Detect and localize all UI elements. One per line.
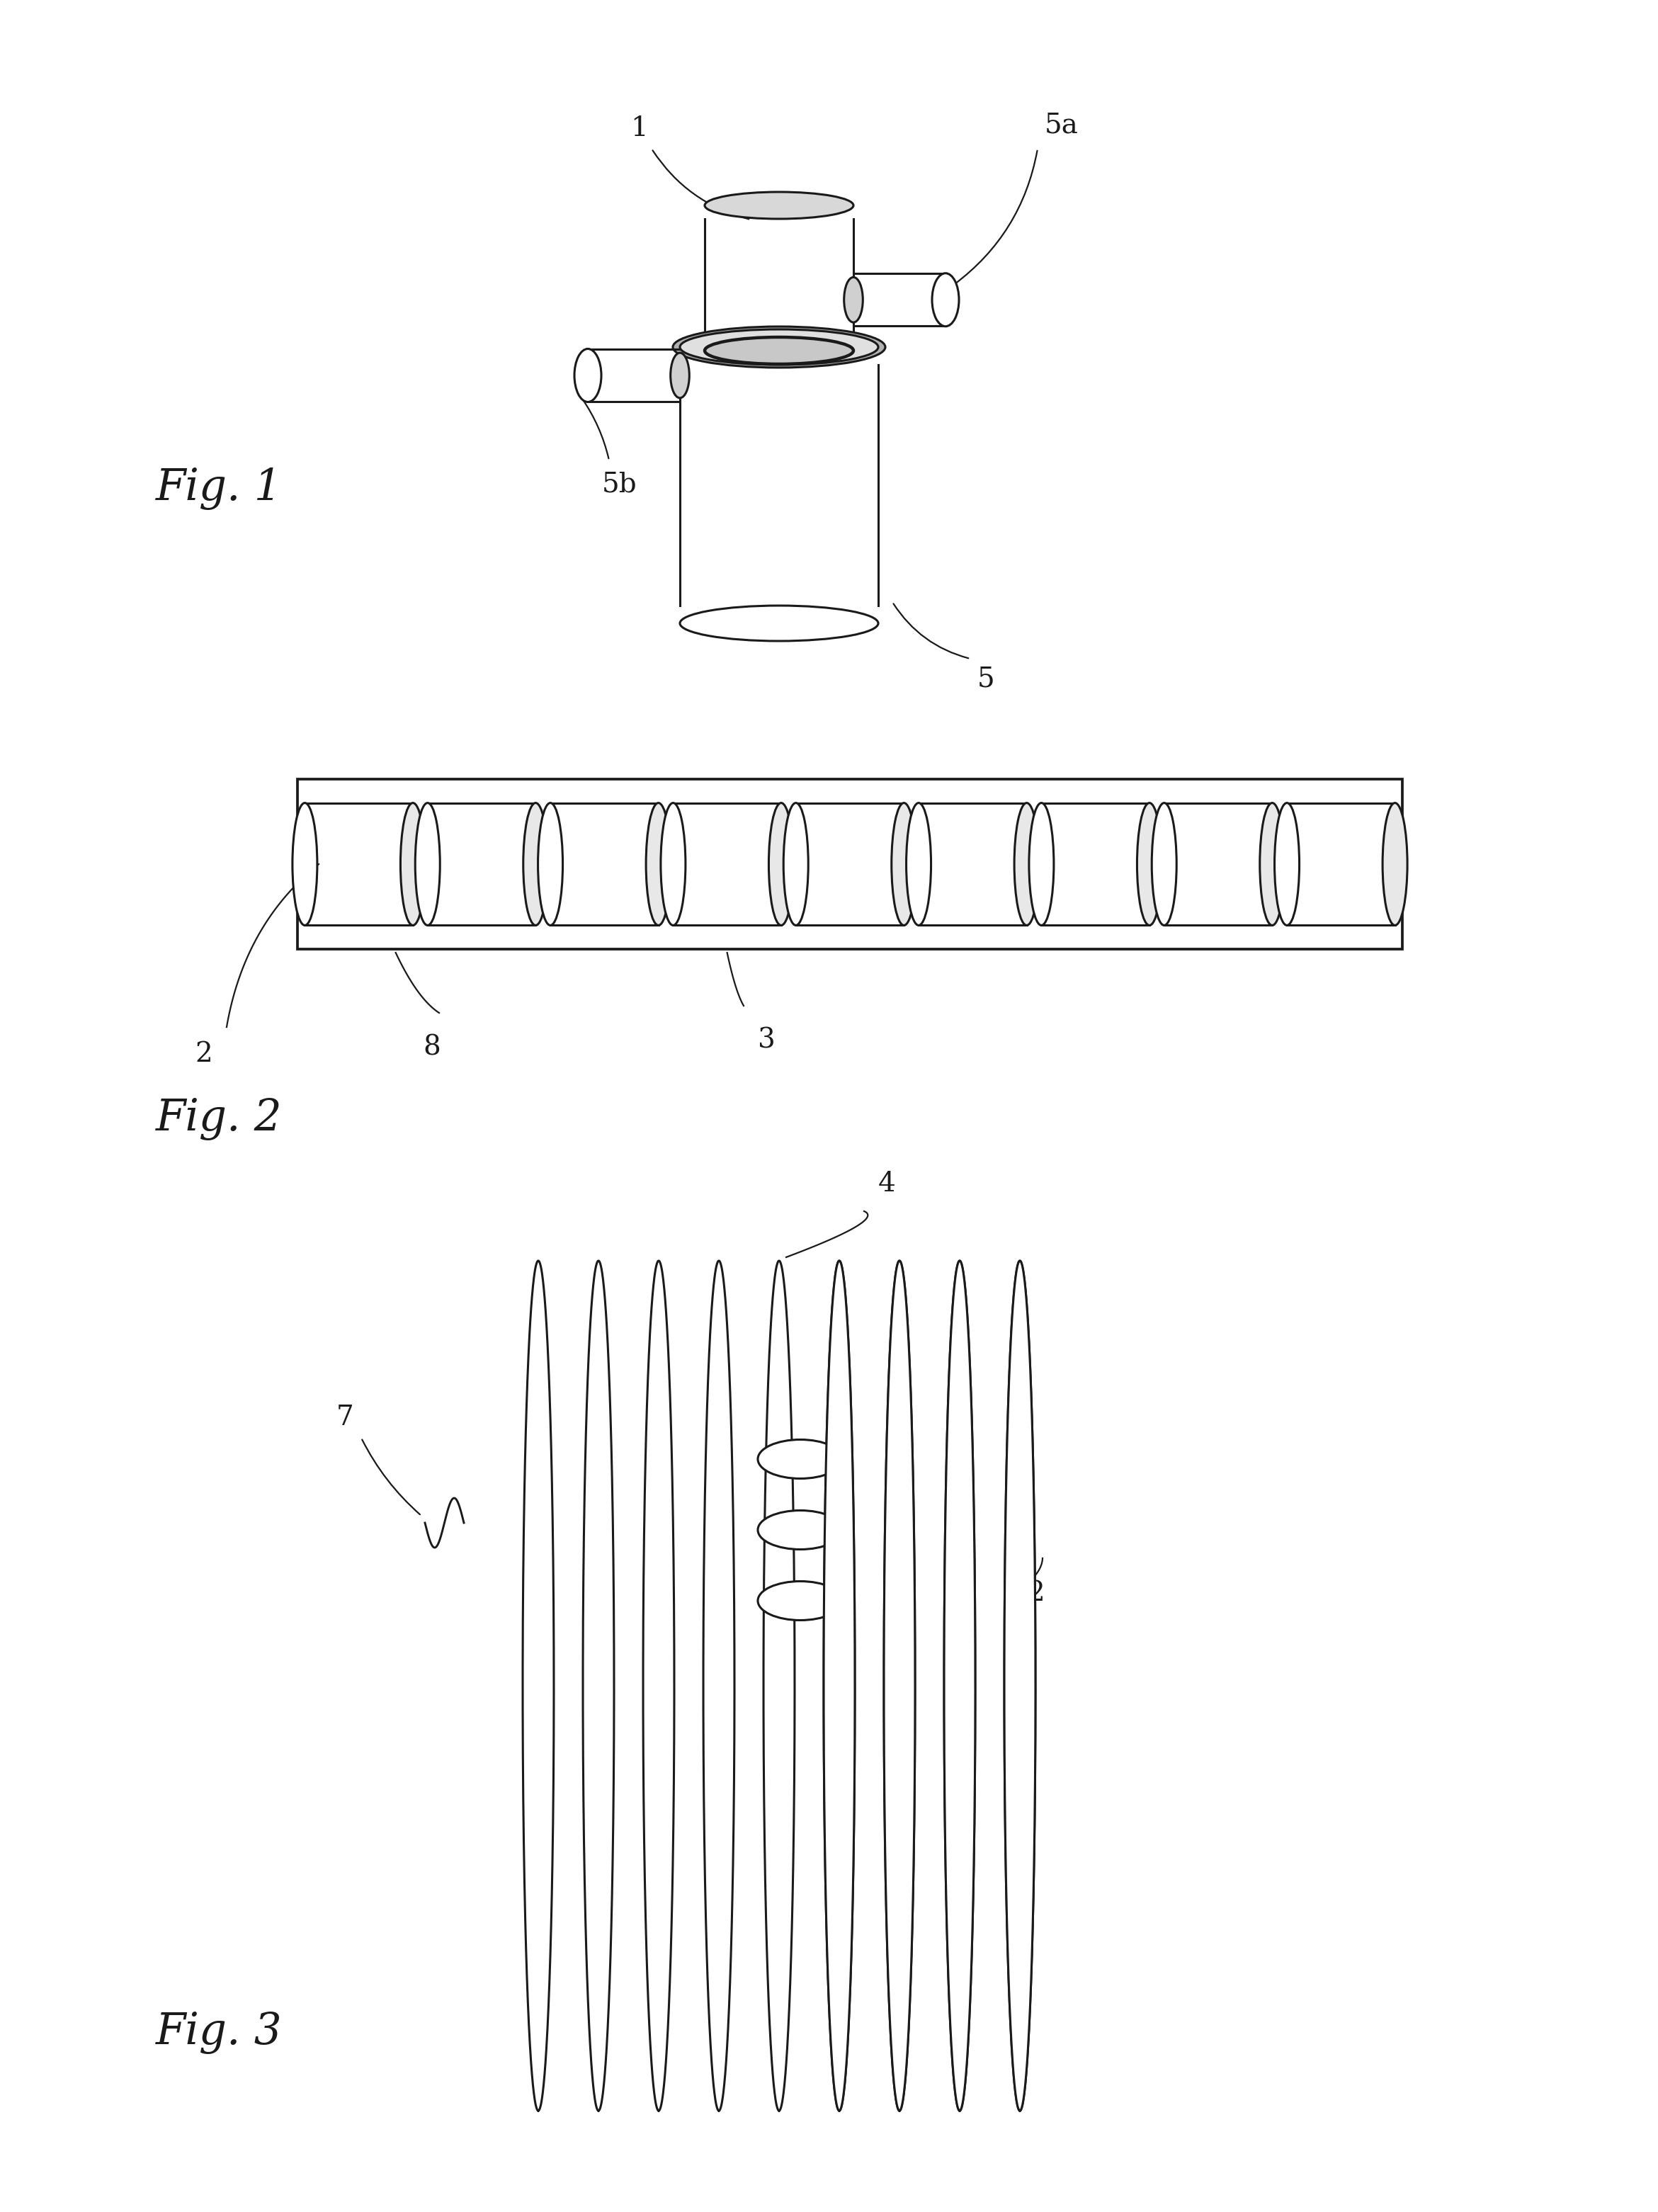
Ellipse shape: [670, 354, 690, 398]
Ellipse shape: [673, 327, 885, 367]
Text: 2: 2: [196, 1042, 212, 1068]
Ellipse shape: [705, 336, 854, 365]
Ellipse shape: [292, 803, 317, 925]
Ellipse shape: [524, 803, 549, 925]
Ellipse shape: [1137, 803, 1162, 925]
Ellipse shape: [892, 803, 917, 925]
Polygon shape: [884, 1261, 915, 2110]
Text: 3: 3: [758, 1026, 776, 1053]
Ellipse shape: [784, 803, 807, 925]
Polygon shape: [884, 1261, 915, 2110]
Ellipse shape: [537, 803, 562, 925]
Polygon shape: [943, 1261, 975, 2110]
Text: 5a: 5a: [1045, 113, 1079, 137]
Polygon shape: [763, 1261, 794, 2110]
Polygon shape: [703, 1261, 734, 2110]
Text: 1: 1: [630, 115, 648, 142]
Ellipse shape: [907, 803, 932, 925]
Polygon shape: [943, 1261, 975, 2110]
Ellipse shape: [1383, 803, 1408, 925]
Ellipse shape: [769, 803, 794, 925]
Ellipse shape: [758, 1511, 842, 1548]
Text: Fig. 1: Fig. 1: [156, 467, 282, 511]
Ellipse shape: [844, 276, 862, 323]
Ellipse shape: [1152, 803, 1177, 925]
Text: 2: 2: [1026, 1582, 1045, 1606]
Ellipse shape: [758, 1440, 842, 1478]
Ellipse shape: [1030, 803, 1054, 925]
Ellipse shape: [705, 192, 854, 219]
Ellipse shape: [574, 349, 602, 403]
Ellipse shape: [1015, 803, 1040, 925]
Polygon shape: [824, 1261, 856, 2110]
Polygon shape: [584, 1261, 613, 2110]
Text: 5: 5: [977, 666, 995, 692]
Text: 7: 7: [337, 1405, 355, 1431]
Text: Fig. 3: Fig. 3: [156, 2011, 282, 2055]
Polygon shape: [1005, 1261, 1036, 2110]
Ellipse shape: [401, 803, 424, 925]
Polygon shape: [522, 1261, 554, 2110]
Polygon shape: [1005, 1261, 1036, 2110]
Ellipse shape: [932, 274, 958, 327]
Ellipse shape: [647, 803, 671, 925]
Ellipse shape: [662, 803, 685, 925]
Text: Fig. 2: Fig. 2: [156, 1097, 282, 1141]
Ellipse shape: [680, 606, 879, 641]
Polygon shape: [824, 1261, 856, 2110]
Ellipse shape: [414, 803, 439, 925]
Polygon shape: [643, 1261, 675, 2110]
Text: 4: 4: [879, 1170, 895, 1197]
Bar: [297, 779, 1403, 949]
Ellipse shape: [1260, 803, 1285, 925]
Text: 5b: 5b: [602, 471, 637, 498]
Ellipse shape: [758, 1582, 842, 1619]
Ellipse shape: [680, 330, 879, 365]
Ellipse shape: [1275, 803, 1300, 925]
Text: 8: 8: [423, 1033, 441, 1060]
